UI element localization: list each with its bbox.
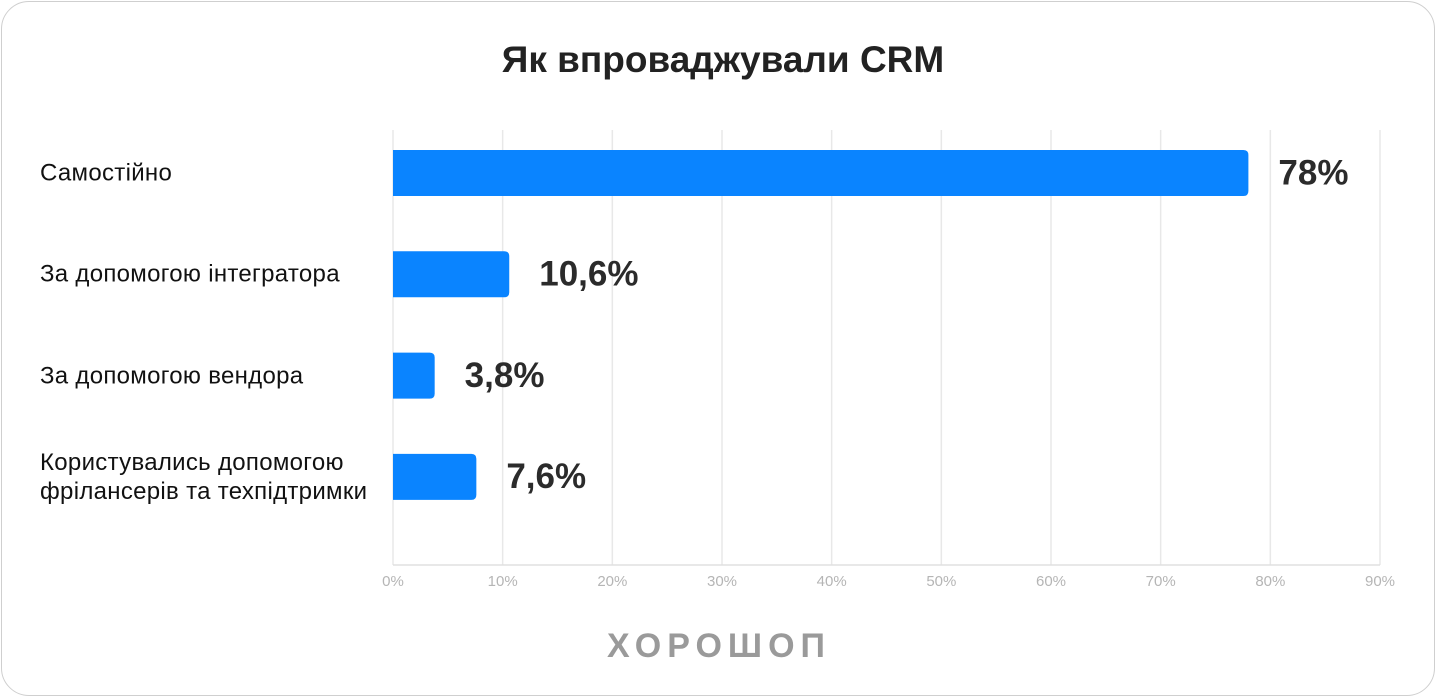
bar (393, 453, 477, 500)
category-label: За допомогою вендора (40, 362, 304, 390)
value-label: 10,6% (539, 255, 638, 294)
chart-title: Як впроваджували CRM (502, 39, 944, 80)
x-tick-label: 80% (1255, 573, 1285, 590)
x-tick-label: 50% (926, 573, 956, 590)
category-label: Самостійно (40, 159, 173, 187)
category-label: Користувались допомогою фрілансерів та т… (40, 448, 368, 505)
x-tick-label: 30% (707, 573, 737, 590)
bar (393, 352, 435, 399)
x-tick-label: 20% (597, 573, 627, 590)
x-tick-label: 60% (1036, 573, 1066, 590)
bar (393, 251, 510, 298)
x-tick-label: 0% (382, 573, 404, 590)
bar (393, 150, 1249, 196)
category-label: За допомогою інтегратора (40, 260, 340, 288)
x-tick-label: 90% (1365, 573, 1395, 590)
value-label: 3,8% (465, 356, 545, 395)
value-label: 7,6% (506, 457, 586, 496)
value-label: 78% (1278, 153, 1348, 192)
footer-brand: ХОРОШОП (607, 627, 831, 665)
x-tick-label: 40% (817, 573, 847, 590)
x-tick-label: 70% (1146, 573, 1176, 590)
x-tick-label: 10% (488, 573, 518, 590)
